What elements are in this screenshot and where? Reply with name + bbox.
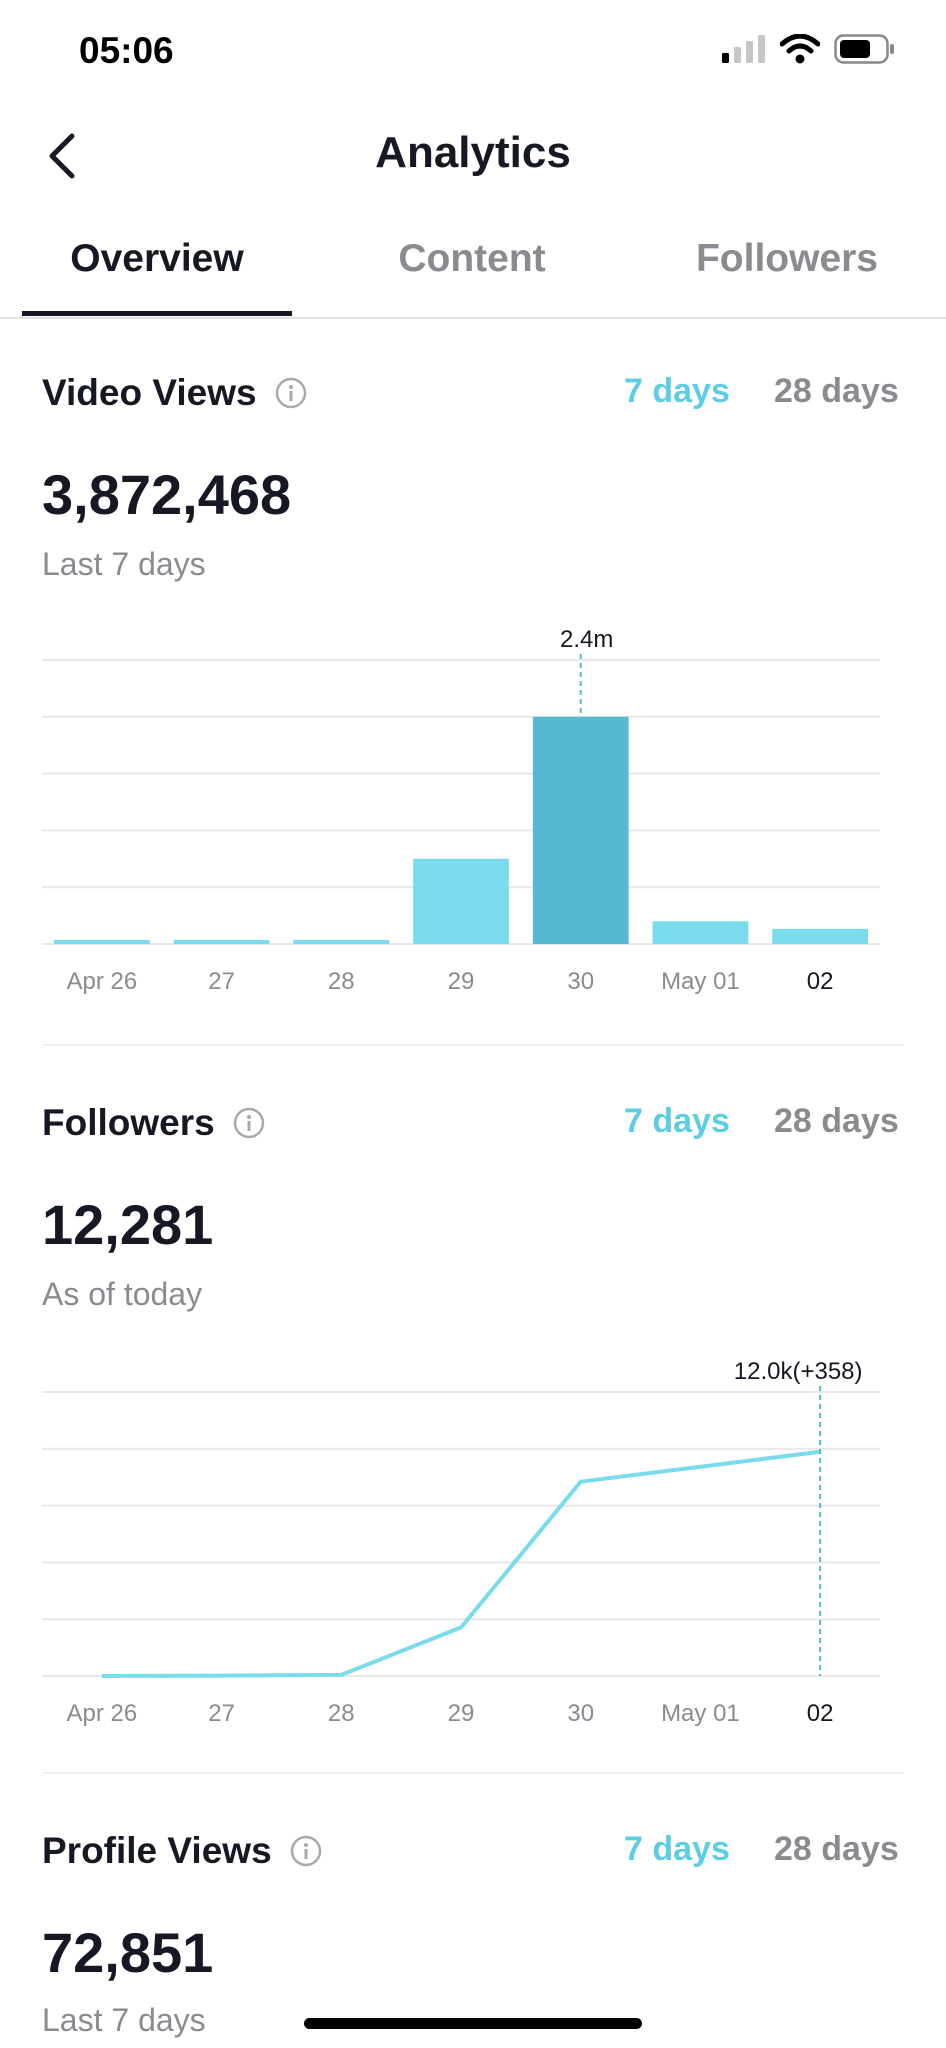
range-7-days[interactable]: 7 days: [624, 1830, 730, 1868]
x-tick-label: 30: [567, 1700, 594, 1727]
page-title: Analytics: [375, 128, 571, 177]
bar: [53, 940, 150, 944]
info-icon[interactable]: [275, 377, 307, 409]
info-icon[interactable]: [290, 1835, 322, 1867]
x-tick-label: 30: [567, 968, 594, 995]
bar: [413, 858, 509, 944]
x-tick-label: 02: [807, 1700, 834, 1727]
bar: [652, 921, 749, 944]
range-28-days[interactable]: 28 days: [774, 372, 899, 410]
bar: [772, 928, 869, 944]
home-indicator: [304, 2018, 642, 2029]
bar: [293, 940, 390, 944]
tab-bar: Overview Content Followers: [0, 225, 946, 319]
video-views-value: 3,872,468: [42, 463, 292, 526]
status-icons: [722, 34, 896, 64]
tooltip-label: 12.0k(+358): [734, 1358, 863, 1385]
video-views-chart: 2.4m Apr 26 27 28 29 30 May 01 02: [42, 626, 880, 995]
wifi-icon: [780, 34, 820, 64]
followers-chart: 12.0k(+358) Apr 26 27 28 29 30 May 01 02: [42, 1358, 880, 1727]
x-tick-label: 27: [208, 1700, 235, 1727]
section-divider: [42, 1772, 904, 1774]
info-icon[interactable]: [233, 1107, 265, 1139]
x-tick-label: May 01: [661, 968, 740, 995]
range-28-days[interactable]: 28 days: [774, 1830, 899, 1868]
status-time: 05:06: [79, 30, 174, 71]
x-tick-label: 27: [208, 968, 235, 995]
profile-views-value: 72,851: [42, 1921, 214, 1984]
status-bar: 05:06: [0, 0, 946, 100]
followers-value: 12,281: [42, 1193, 214, 1256]
section-divider: [42, 1044, 904, 1046]
followers-title: Followers: [42, 1102, 265, 1144]
profile-views-label: Profile Views: [42, 1830, 272, 1871]
x-tick-label: Apr 26: [66, 968, 137, 995]
tab-content[interactable]: Content: [398, 237, 546, 280]
signal-icon: [722, 35, 765, 63]
chevron-left-icon: [49, 133, 75, 179]
bar: [173, 940, 270, 944]
x-tick-label: 28: [328, 1700, 355, 1727]
range-28-days[interactable]: 28 days: [774, 1102, 899, 1140]
x-tick-label: May 01: [661, 1700, 740, 1727]
series-line: [101, 1449, 821, 1678]
tooltip-label: 2.4m: [560, 626, 613, 653]
video-views-note: Last 7 days: [42, 546, 206, 582]
range-7-days[interactable]: 7 days: [624, 372, 730, 410]
video-views-title: Video Views: [42, 372, 307, 414]
followers-note: As of today: [42, 1276, 203, 1312]
profile-views-note: Last 7 days: [42, 2002, 206, 2038]
video-views-label: Video Views: [42, 372, 257, 413]
tab-overview[interactable]: Overview: [70, 237, 244, 280]
bar: [532, 716, 629, 944]
profile-views-title: Profile Views: [42, 1830, 322, 1872]
tab-indicator: [22, 311, 292, 316]
range-7-days[interactable]: 7 days: [624, 1102, 730, 1140]
back-button[interactable]: [42, 128, 82, 184]
battery-icon: [834, 34, 894, 64]
x-tick-label: Apr 26: [66, 1700, 137, 1727]
followers-label: Followers: [42, 1102, 215, 1143]
x-tick-label: 29: [448, 1700, 475, 1727]
x-tick-label: 28: [328, 968, 355, 995]
x-tick-label: 29: [448, 968, 475, 995]
tab-followers[interactable]: Followers: [695, 237, 879, 280]
x-tick-label: 02: [807, 968, 834, 995]
